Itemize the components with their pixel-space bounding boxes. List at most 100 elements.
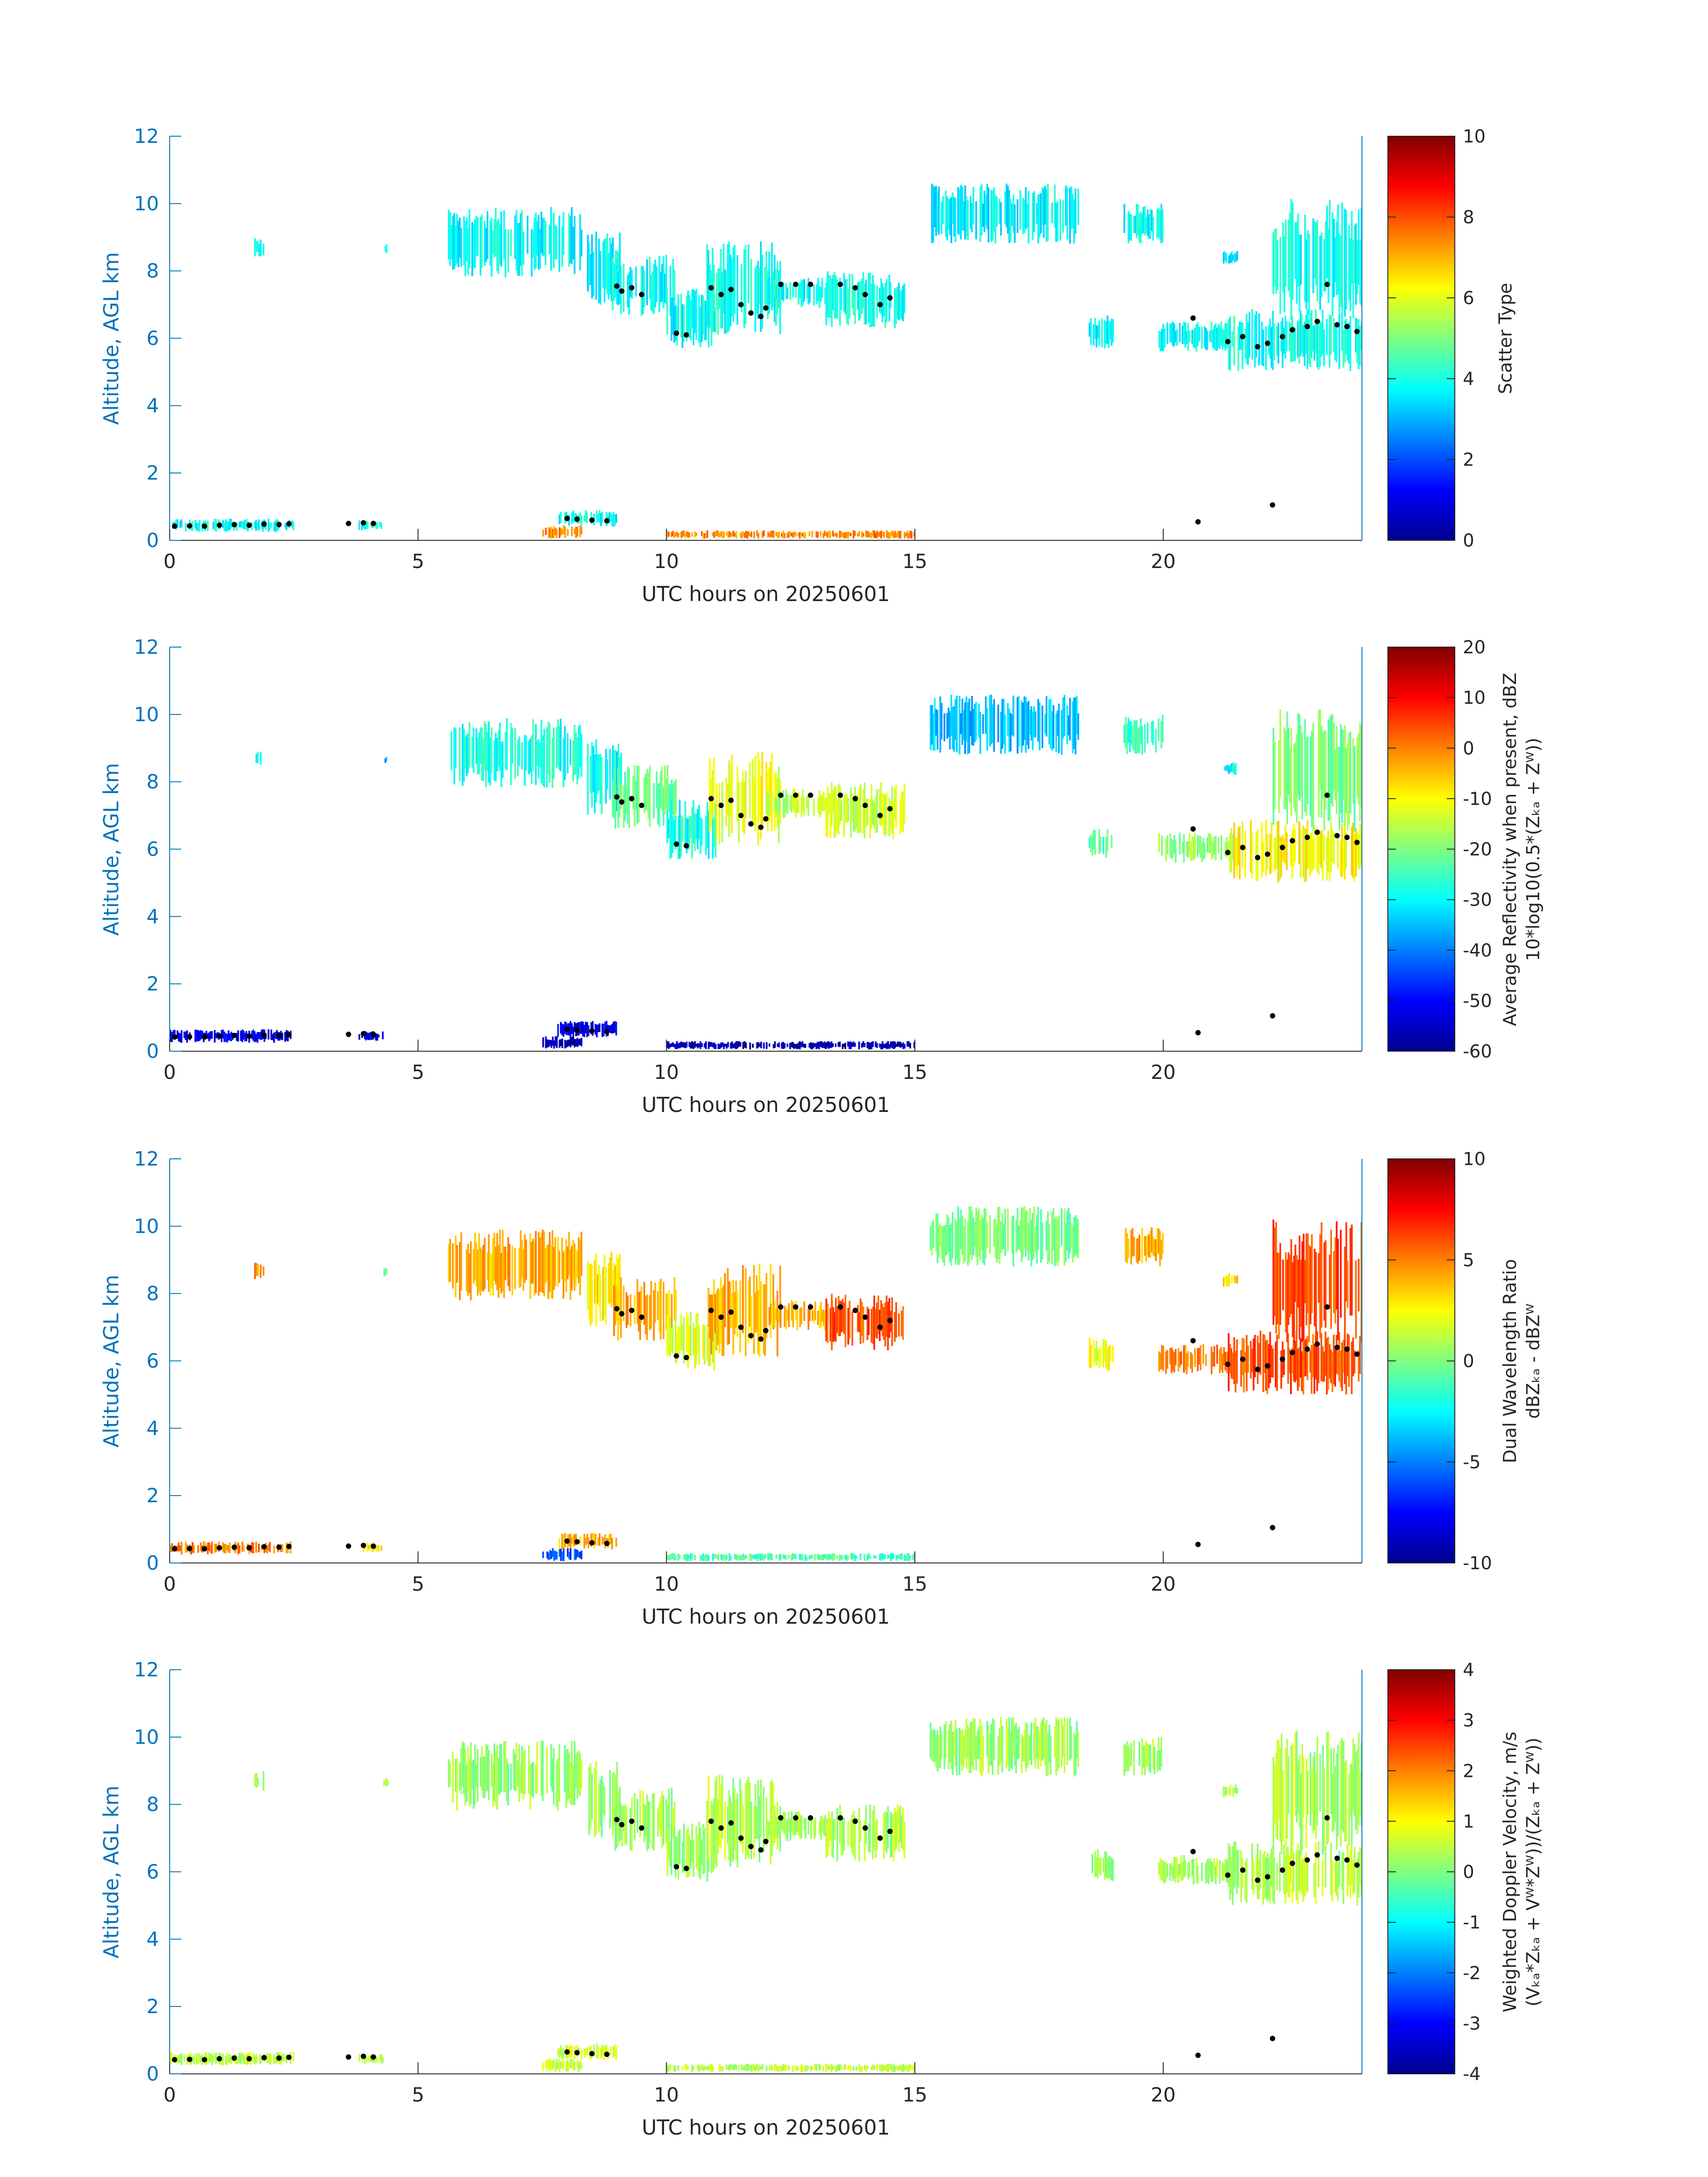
echo-cell (742, 2066, 744, 2070)
cloud-top-marker (837, 1304, 843, 1310)
echo-cell (673, 2065, 675, 2072)
echo-cell (613, 770, 615, 819)
echo-cell (939, 696, 941, 753)
x-tick-label: 10 (654, 1061, 679, 1084)
echo-cell (1290, 1853, 1292, 1884)
echo-cell (746, 531, 748, 539)
echo-cell (802, 1041, 804, 1047)
echo-cell (514, 1248, 516, 1290)
echo-cell (743, 782, 745, 834)
echo-cell (1175, 1349, 1177, 1366)
echo-cell (1287, 220, 1290, 292)
echo-cell (1022, 702, 1024, 746)
echo-cell (722, 2066, 723, 2072)
echo-cell (236, 1033, 238, 1041)
echo-cell (376, 1034, 378, 1041)
echo-cell (790, 533, 793, 536)
echo-cell (1051, 202, 1053, 223)
echo-cell (851, 1553, 853, 1560)
echo-cell (823, 1819, 825, 1836)
echo-cell (615, 514, 617, 523)
echo-cell (840, 1811, 843, 1856)
echo-cell (1197, 1348, 1199, 1371)
echo-cell (716, 1776, 718, 1868)
echo-cell (880, 278, 882, 314)
echo-cell (1227, 1276, 1229, 1287)
echo-cell (741, 531, 743, 539)
echo-cell (732, 1044, 735, 1048)
echo-cell (1258, 313, 1260, 366)
echo-cell (1311, 832, 1313, 872)
echo-cell (1353, 225, 1356, 284)
colorbar-label-line-2: 10*log10(0.5*(Zₖₐ + Zᵂ)) (1523, 738, 1544, 961)
echo-cell (561, 1534, 563, 1549)
echo-cell (614, 1775, 617, 1813)
echo-cell (695, 288, 697, 340)
echo-cell (742, 531, 744, 536)
echo-cell (550, 207, 552, 271)
echo-cell (1072, 701, 1074, 753)
echo-cell (698, 2064, 700, 2073)
echo-cell (1165, 1862, 1167, 1881)
echo-cell (668, 1788, 670, 1842)
echo-cell (829, 2066, 831, 2070)
echo-cell (1166, 322, 1169, 344)
colorbar-label-line-1: Dual Wavelength Ratio (1500, 1259, 1520, 1463)
echo-cell (711, 769, 714, 819)
echo-cell (503, 210, 505, 259)
echo-cell (706, 1324, 708, 1362)
x-tick-label: 20 (1151, 2084, 1176, 2106)
echo-cell (371, 1546, 373, 1552)
echo-cell (1036, 203, 1038, 224)
echo-cell (687, 1827, 689, 1877)
echo-cell (1213, 325, 1215, 350)
echo-cell (815, 531, 818, 538)
echo-cell (1323, 329, 1325, 367)
echo-cell (1334, 1766, 1336, 1822)
echo-cell (376, 2057, 378, 2062)
echo-cell (556, 1036, 558, 1048)
echo-cell (972, 1718, 974, 1770)
echo-cell (597, 1024, 599, 1032)
echo-cell (1012, 1216, 1015, 1266)
echo-cell (720, 1784, 722, 1849)
echo-cell (273, 1032, 275, 1043)
echo-cell (1322, 732, 1324, 799)
cloud-top-marker (793, 1815, 798, 1821)
echo-cell (677, 294, 680, 332)
echo-cell (491, 727, 493, 773)
echo-cell (555, 1760, 558, 1807)
echo-cell (609, 748, 611, 800)
echo-cell (858, 531, 860, 537)
echo-cell (1334, 237, 1336, 282)
echo-cell (668, 1555, 670, 1560)
echo-cell (1153, 1239, 1156, 1257)
echo-cell (1229, 1846, 1231, 1900)
echo-cell (1333, 722, 1335, 791)
echo-cell (1308, 839, 1310, 869)
echo-cell (779, 779, 781, 824)
cloud-top-marker (808, 281, 814, 287)
echo-cell (760, 241, 762, 332)
echo-cell (670, 1824, 672, 1876)
echo-cell (727, 531, 729, 538)
echo-cell (1232, 1846, 1234, 1905)
echo-cell (658, 782, 660, 827)
echo-cell (770, 1814, 772, 1832)
echo-cell (680, 293, 682, 338)
echo-cell (576, 737, 578, 785)
echo-cell (526, 216, 529, 254)
echo-cell (862, 1041, 864, 1047)
echo-cell (1359, 1847, 1361, 1884)
colorbar-tick-label: 10 (1463, 1149, 1486, 1170)
echo-cell (1297, 321, 1299, 358)
echo-cell (996, 196, 998, 227)
echo-cell (794, 532, 797, 536)
cloud-top-marker (808, 1304, 814, 1310)
echo-cell (1323, 1768, 1325, 1851)
echo-cell (547, 1552, 550, 1560)
echo-cell (749, 1553, 751, 1561)
echo-cell (738, 2065, 740, 2071)
echo-cell (1353, 835, 1356, 882)
echo-cell (1341, 1342, 1343, 1391)
